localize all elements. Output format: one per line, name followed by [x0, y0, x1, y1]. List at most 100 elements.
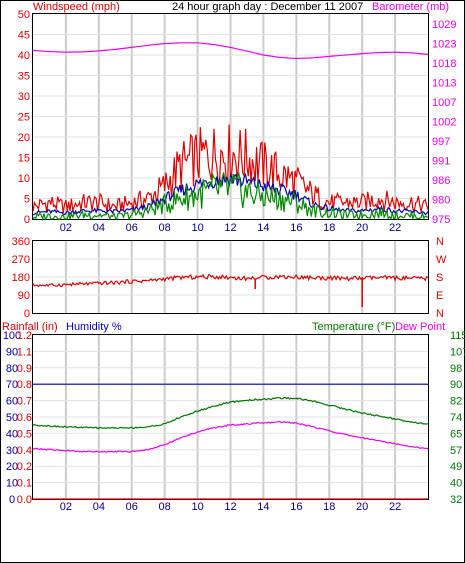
temperature-tick-label: 49 [450, 461, 462, 473]
x-tick-label: 20 [356, 222, 368, 234]
direction-tick-label: 270 [12, 254, 30, 266]
x-tick-label: 16 [290, 222, 302, 234]
wind-tick-label: 25 [18, 112, 30, 124]
rainfall-tick-label: 0.6 [17, 412, 32, 424]
wind-tick-label: 10 [18, 173, 30, 185]
temperature-tick-label: 98 [450, 363, 462, 375]
rainfall-tick-label: 0.9 [17, 363, 32, 375]
humidity-tick-label: 90 [6, 346, 18, 358]
wind-axis-title: Windspeed (mph) [33, 1, 120, 13]
x-tick-label: 22 [389, 501, 401, 513]
temperature-tick-label: 57 [450, 445, 462, 457]
rainfall-tick-label: 0.8 [17, 379, 32, 391]
barometer-tick-label: 1013 [432, 77, 456, 89]
x-tick-label: 02 [60, 222, 72, 234]
x-tick-label: 14 [257, 222, 269, 234]
x-tick-label: 12 [224, 501, 236, 513]
temperature-line [32, 396, 429, 430]
x-tick-label: 18 [323, 501, 335, 513]
humidity-axis-title: Humidity % [66, 321, 122, 333]
rainfall-tick-label: 0.1 [17, 478, 32, 490]
temperature-axis-title: Temperature (°F) [312, 321, 395, 333]
barometer-tick-label: 1023 [432, 38, 456, 50]
wind-tick-label: 40 [18, 50, 30, 62]
humidity-tick-label: 20 [6, 461, 18, 473]
x-tick-label: 20 [356, 501, 368, 513]
wind-tick-label: 0 [24, 214, 30, 226]
direction-tick-label: 90 [18, 290, 30, 302]
compass-tick-label: W [436, 254, 447, 266]
x-tick-label: 22 [389, 222, 401, 234]
x-tick-label: 02 [60, 501, 72, 513]
rainfall-tick-label: 0.2 [17, 461, 32, 473]
barometer-tick-label: 997 [432, 136, 450, 148]
wind-tick-label: 45 [18, 30, 30, 42]
barometer-tick-label: 1018 [432, 58, 456, 70]
rainfall-tick-label: 0.5 [17, 428, 32, 440]
x-tick-label: 10 [191, 501, 203, 513]
rainfall-tick-label: 1.1 [17, 346, 32, 358]
barometer-line [32, 42, 429, 60]
humidity-tick-label: 30 [6, 445, 18, 457]
barometer-tick-label: 975 [432, 214, 450, 226]
wind-direction-line [32, 273, 429, 288]
humidity-tick-label: 40 [6, 428, 18, 440]
humidity-tick-label: 70 [6, 379, 18, 391]
barometer-tick-label: 986 [432, 175, 450, 187]
wind-tick-label: 15 [18, 153, 30, 165]
rainfall-axis-title: Rainfall (in) [2, 321, 58, 333]
temperature-tick-label: 90 [450, 379, 462, 391]
temperature-tick-label: 65 [450, 428, 462, 440]
dewpoint-line [32, 421, 429, 453]
rainfall-tick-label: 0.0 [17, 494, 32, 506]
x-tick-label: 14 [257, 501, 269, 513]
humidity-tick-label: 50 [6, 412, 18, 424]
barometer-tick-label: 1029 [432, 19, 456, 31]
humidity-tick-label: 0 [9, 494, 15, 506]
x-tick-label: 18 [323, 222, 335, 234]
windspeed-line [32, 124, 429, 214]
x-tick-label: 04 [93, 501, 105, 513]
temperature-tick-label: 32 [450, 494, 462, 506]
direction-tick-label: 360 [12, 236, 30, 248]
humidity-tick-label: 80 [6, 363, 18, 375]
x-tick-label: 08 [159, 222, 171, 234]
humidity-tick-label: 60 [6, 396, 18, 408]
x-tick-label: 10 [191, 222, 203, 234]
wind-tick-label: 5 [24, 194, 30, 206]
humidity-tick-label: 10 [6, 478, 18, 490]
wind-tick-label: 30 [18, 91, 30, 103]
wind-tick-label: 20 [18, 132, 30, 144]
barometer-tick-label: 1007 [432, 97, 456, 109]
rainfall-tick-label: 0.7 [17, 396, 32, 408]
wind-gust-line [32, 172, 429, 222]
dewpoint-axis-title: Dew Point [395, 321, 445, 333]
x-tick-label: 06 [126, 222, 138, 234]
wind-average-line [32, 172, 429, 216]
wind-tick-label: 35 [18, 71, 30, 83]
temperature-tick-label: 74 [450, 412, 462, 424]
x-tick-label: 04 [93, 222, 105, 234]
direction-tick-label: 180 [12, 272, 30, 284]
barometer-axis-title: Barometer (mb) [372, 1, 449, 13]
tick-labels-layer: 0510152025303540455097598098699199710021… [3, 9, 465, 513]
barometer-tick-label: 1002 [432, 116, 456, 128]
compass-tick-label: S [436, 272, 443, 284]
barometer-tick-label: 980 [432, 194, 450, 206]
direction-tick-label: 0 [24, 308, 30, 320]
temperature-tick-label: 115 [450, 330, 465, 342]
series-layer [32, 42, 429, 500]
compass-tick-label: N [436, 236, 444, 248]
temperature-tick-label: 107 [450, 346, 465, 358]
compass-tick-label: N [436, 308, 444, 320]
rainfall-tick-label: 1.2 [17, 330, 32, 342]
x-tick-label: 08 [159, 501, 171, 513]
temperature-tick-label: 82 [450, 396, 462, 408]
x-tick-label: 06 [126, 501, 138, 513]
x-tick-label: 12 [224, 222, 236, 234]
humidity-tick-label: 100 [3, 330, 21, 342]
rainfall-tick-label: 0.4 [17, 445, 32, 457]
chart-title: 24 hour graph day : December 11 2007 [172, 1, 363, 13]
